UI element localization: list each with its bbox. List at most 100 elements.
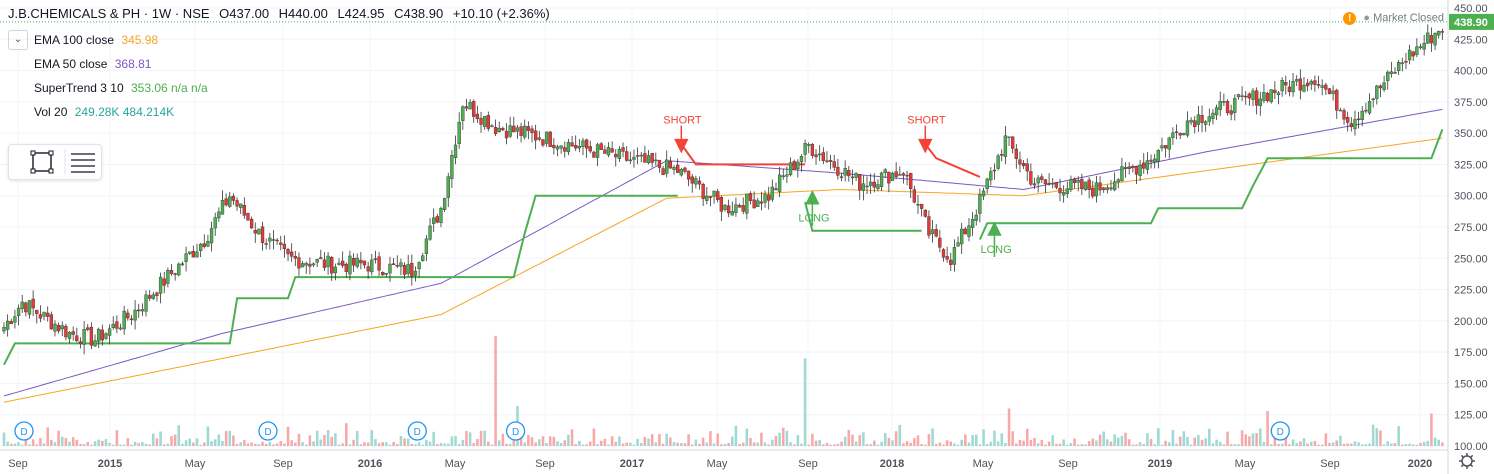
volume-bar: [1368, 443, 1371, 446]
volume-bar: [1288, 444, 1291, 446]
volume-bar: [326, 430, 330, 446]
volume-bar: [1124, 432, 1127, 446]
candle-body: [9, 321, 13, 325]
volume-bar: [64, 437, 68, 446]
candle-body: [588, 146, 592, 152]
volume-bar: [1127, 439, 1131, 446]
candle-body: [599, 143, 603, 150]
candle-body: [1437, 31, 1441, 36]
volume-bar: [1259, 428, 1262, 446]
open-value: O437.00: [219, 6, 270, 21]
candle-body: [1102, 187, 1106, 190]
volume-bar: [996, 441, 1000, 446]
volume-bar: [315, 430, 319, 446]
volume-bar: [552, 436, 556, 446]
candle-body: [1134, 166, 1139, 175]
candle-body: [719, 197, 724, 212]
volume-bar: [731, 436, 734, 446]
last-price-badge: [1449, 13, 1494, 30]
y-tick-label: 300.00: [1454, 191, 1488, 203]
volume-bar: [1411, 444, 1415, 446]
volume-bar: [472, 443, 476, 446]
volume-bar: [745, 428, 749, 446]
volume-bar: [337, 444, 341, 446]
candle-body: [213, 217, 217, 229]
volume-bar: [916, 435, 920, 446]
volume-bar: [592, 428, 596, 446]
candle-body: [1225, 100, 1230, 113]
volume-bar: [796, 435, 800, 446]
volume-bar: [1146, 433, 1149, 446]
candle-body: [362, 260, 367, 266]
candle-body: [632, 156, 636, 160]
indicator-label: EMA 100 close: [34, 33, 115, 47]
candle-body: [745, 193, 749, 214]
volume-bar: [275, 443, 279, 446]
candle-body: [432, 217, 436, 224]
volume-bar: [253, 443, 257, 446]
collapse-legend-button[interactable]: ⌄: [8, 30, 28, 50]
volume-bar: [334, 433, 337, 446]
volume-bar: [752, 442, 756, 446]
candle-body: [1131, 166, 1135, 169]
market-status[interactable]: ! ● Market Closed: [1343, 12, 1444, 25]
volume-bar: [723, 443, 727, 446]
candle-body: [930, 229, 935, 235]
candle-body: [876, 184, 880, 190]
candle-body: [1397, 61, 1401, 72]
volume-bar: [1441, 442, 1444, 446]
volume-bar: [1178, 436, 1182, 446]
candle-body: [949, 259, 953, 265]
candle-body: [60, 325, 64, 330]
candle-body: [144, 294, 148, 312]
candle-body: [559, 145, 563, 149]
volume-bar: [1135, 444, 1138, 446]
indicator-ema100[interactable]: EMA 100 close 345.98: [34, 33, 158, 47]
indicator-supertrend[interactable]: SuperTrend 3 10 353.06 n/a n/a: [34, 81, 208, 95]
settings-gear-icon[interactable]: [1459, 453, 1475, 469]
volume-bar: [1317, 444, 1320, 446]
volume-bar: [6, 441, 9, 446]
candle-body: [78, 341, 83, 345]
symbol-title[interactable]: J.B.CHEMICALS & PH · 1W · NSE: [8, 6, 210, 21]
candle-body: [1276, 92, 1281, 95]
volume-bar: [294, 442, 297, 446]
indicator-value: 249.28K 484.214K: [74, 105, 175, 119]
rectangle-tool-icon[interactable]: [30, 150, 54, 174]
candle-body: [472, 101, 476, 117]
candle-body: [614, 153, 618, 158]
candle-body: [1142, 162, 1146, 169]
candle-body: [246, 213, 250, 221]
last-price-label: 438.90: [1454, 17, 1488, 29]
volume-bar: [71, 437, 75, 446]
volume-bar: [538, 439, 541, 446]
volume-bar: [39, 437, 42, 446]
candle-body: [1291, 80, 1295, 93]
menu-lines-icon[interactable]: [71, 153, 95, 173]
x-tick-label: May: [1235, 458, 1256, 470]
candle-body: [548, 131, 552, 147]
volume-bar: [235, 443, 239, 446]
candle-body: [483, 116, 487, 127]
volume-bar: [578, 440, 581, 446]
candle-body: [228, 196, 232, 207]
volume-bar: [760, 432, 763, 446]
volume-bar: [137, 443, 141, 446]
volume-bar: [1007, 408, 1011, 446]
candle-body: [530, 128, 534, 133]
volume-bar: [574, 444, 577, 446]
volume-bar: [283, 443, 286, 446]
indicator-ema50[interactable]: EMA 50 close 368.81: [34, 57, 151, 71]
volume-bar: [257, 444, 261, 446]
candle-body: [577, 146, 581, 149]
candle-body: [1065, 188, 1069, 194]
volume-bar: [1106, 439, 1109, 446]
candle-body: [869, 181, 873, 186]
volume-bar: [789, 442, 792, 446]
volume-bar: [1215, 439, 1218, 446]
volume-bar: [607, 444, 610, 446]
candle-body: [1098, 182, 1102, 191]
indicator-volume[interactable]: Vol 20 249.28K 484.214K: [34, 105, 174, 119]
volume-bar: [1262, 441, 1266, 446]
